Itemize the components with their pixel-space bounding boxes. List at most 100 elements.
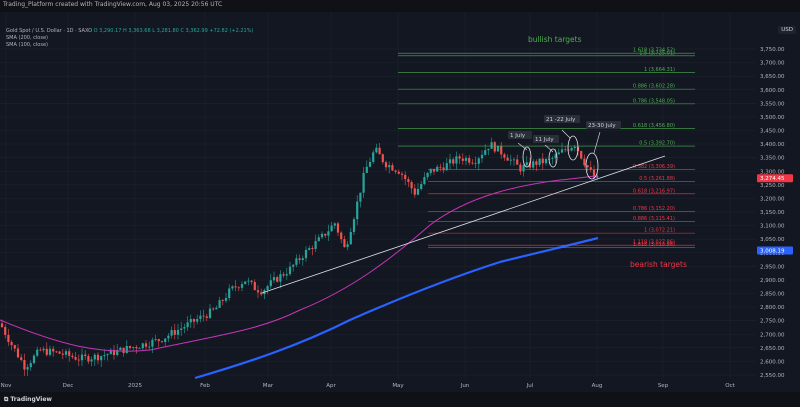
currency-button[interactable]: USD xyxy=(778,26,796,34)
candle-body xyxy=(272,277,276,281)
fib-label-bear: 0.786 (3,152.20) xyxy=(633,206,675,212)
candle-body xyxy=(215,307,218,310)
candle-body xyxy=(554,154,557,159)
candle-body xyxy=(330,225,333,232)
price-tick-label: 3,050.00 xyxy=(760,237,785,243)
candle-body xyxy=(160,341,164,342)
price-tick-label: 3,200.00 xyxy=(760,196,785,202)
price-tick-label: 2,600.00 xyxy=(760,359,785,365)
candle-body xyxy=(295,258,298,265)
candle-body xyxy=(580,151,583,159)
time-tick-label: May xyxy=(392,383,404,389)
time-axis-labels: Nov Dec 2025 Feb Mar Apr May Jun Jul Aug Sep Oct xyxy=(1,383,736,389)
candle-body xyxy=(96,354,100,361)
candle-body xyxy=(320,233,324,238)
candle-body xyxy=(336,223,340,233)
candle-body xyxy=(26,367,29,370)
candle-body xyxy=(45,348,48,355)
candle-body xyxy=(55,351,58,353)
candle-body xyxy=(132,347,135,348)
candle-body xyxy=(544,158,548,164)
candle-body xyxy=(570,148,573,151)
price-chart[interactable]: 1.618 (3,734.52)1.5 (3,725.01) 1 (3,664.3… xyxy=(0,12,800,392)
candle-body xyxy=(516,159,519,165)
candle-body xyxy=(154,339,157,340)
candle-body xyxy=(365,166,368,173)
candle-body xyxy=(247,280,250,282)
candle-body xyxy=(461,158,464,161)
candle-body xyxy=(170,330,173,336)
time-tick-label: Nov xyxy=(1,383,12,389)
candle-body xyxy=(292,264,295,267)
candle-body xyxy=(368,161,372,167)
bullish-targets-label: bullish targets xyxy=(528,35,582,44)
candle-body xyxy=(388,165,391,168)
time-tick-label: Oct xyxy=(725,383,735,389)
candle-body xyxy=(333,223,336,226)
candle-body xyxy=(212,308,215,310)
candle-body xyxy=(327,231,330,236)
candle-body xyxy=(426,172,429,178)
candle-body xyxy=(189,318,192,323)
sma100-legend[interactable]: SMA (100, close) xyxy=(6,42,48,48)
candle-body xyxy=(551,158,554,159)
candle-body xyxy=(109,349,112,355)
candle-body xyxy=(432,168,436,172)
pointer-line xyxy=(593,131,601,154)
tradingview-logo[interactable]: ⧉ TradingView xyxy=(4,396,52,404)
price-tick-label: 3,100.00 xyxy=(760,224,785,230)
candle-body xyxy=(285,274,288,276)
price-tick-label: 2,700.00 xyxy=(760,332,785,338)
candle-body xyxy=(202,315,205,317)
price-tick-label: 2,650.00 xyxy=(760,346,785,352)
price-tick-label: 2,950.00 xyxy=(760,264,785,270)
candle-body xyxy=(506,157,509,161)
candle-body xyxy=(480,154,484,159)
candle-body xyxy=(349,232,352,245)
candle-body xyxy=(77,359,80,361)
candle-body xyxy=(23,360,26,370)
candle-body xyxy=(317,237,320,242)
candle-body xyxy=(496,145,500,152)
time-tick-label: 2025 xyxy=(128,383,142,389)
fib-label-bear: 0.382 (3,306.39) xyxy=(633,164,675,170)
candle-body xyxy=(509,159,512,161)
symbol-name[interactable]: Gold Spot / U.S. Dollar · 1D · SAXO xyxy=(6,28,93,34)
candle-body xyxy=(205,316,208,318)
candle-body xyxy=(586,165,589,168)
candle-body xyxy=(180,328,183,330)
candle-body xyxy=(144,343,148,347)
candle-body xyxy=(384,162,388,168)
candle-body xyxy=(468,158,471,163)
candle-body xyxy=(474,163,477,165)
brand-name: TradingView xyxy=(10,396,52,403)
price-tick-label: 3,400.00 xyxy=(760,142,785,148)
candle-body xyxy=(519,164,522,172)
candle-body xyxy=(16,348,20,358)
candle-body xyxy=(541,158,544,164)
current-price-tag: 3,274.45 xyxy=(760,176,785,182)
candle-body xyxy=(458,156,461,159)
candle-body xyxy=(64,351,68,355)
chart-title: Trading_Platform created with TradingVie… xyxy=(3,1,223,8)
candle-body xyxy=(48,348,52,355)
annotation-1-july: 1 July xyxy=(510,133,526,139)
candle-body xyxy=(487,148,490,151)
time-tick-label: Aug xyxy=(592,383,603,389)
tv-icon: ⧉ xyxy=(4,396,11,403)
price-tick-label: 2,850.00 xyxy=(760,292,785,298)
candle-body xyxy=(10,342,13,346)
pointer-line xyxy=(517,142,528,151)
fib-label-bull: 0.618 (3,456.80) xyxy=(633,123,675,129)
candle-body xyxy=(74,357,77,360)
candle-body xyxy=(125,346,128,353)
candle-body xyxy=(68,351,71,356)
price-tick-label: 3,450.00 xyxy=(760,129,785,135)
candle-body xyxy=(503,154,506,158)
candle-body xyxy=(199,315,202,320)
annotation-21-22-july: 21 -22 July xyxy=(546,117,576,123)
sma200-legend[interactable]: SMA (200, close) xyxy=(6,35,48,41)
candle-body xyxy=(157,339,160,342)
candle-body xyxy=(106,354,109,356)
candle-body xyxy=(356,201,359,220)
